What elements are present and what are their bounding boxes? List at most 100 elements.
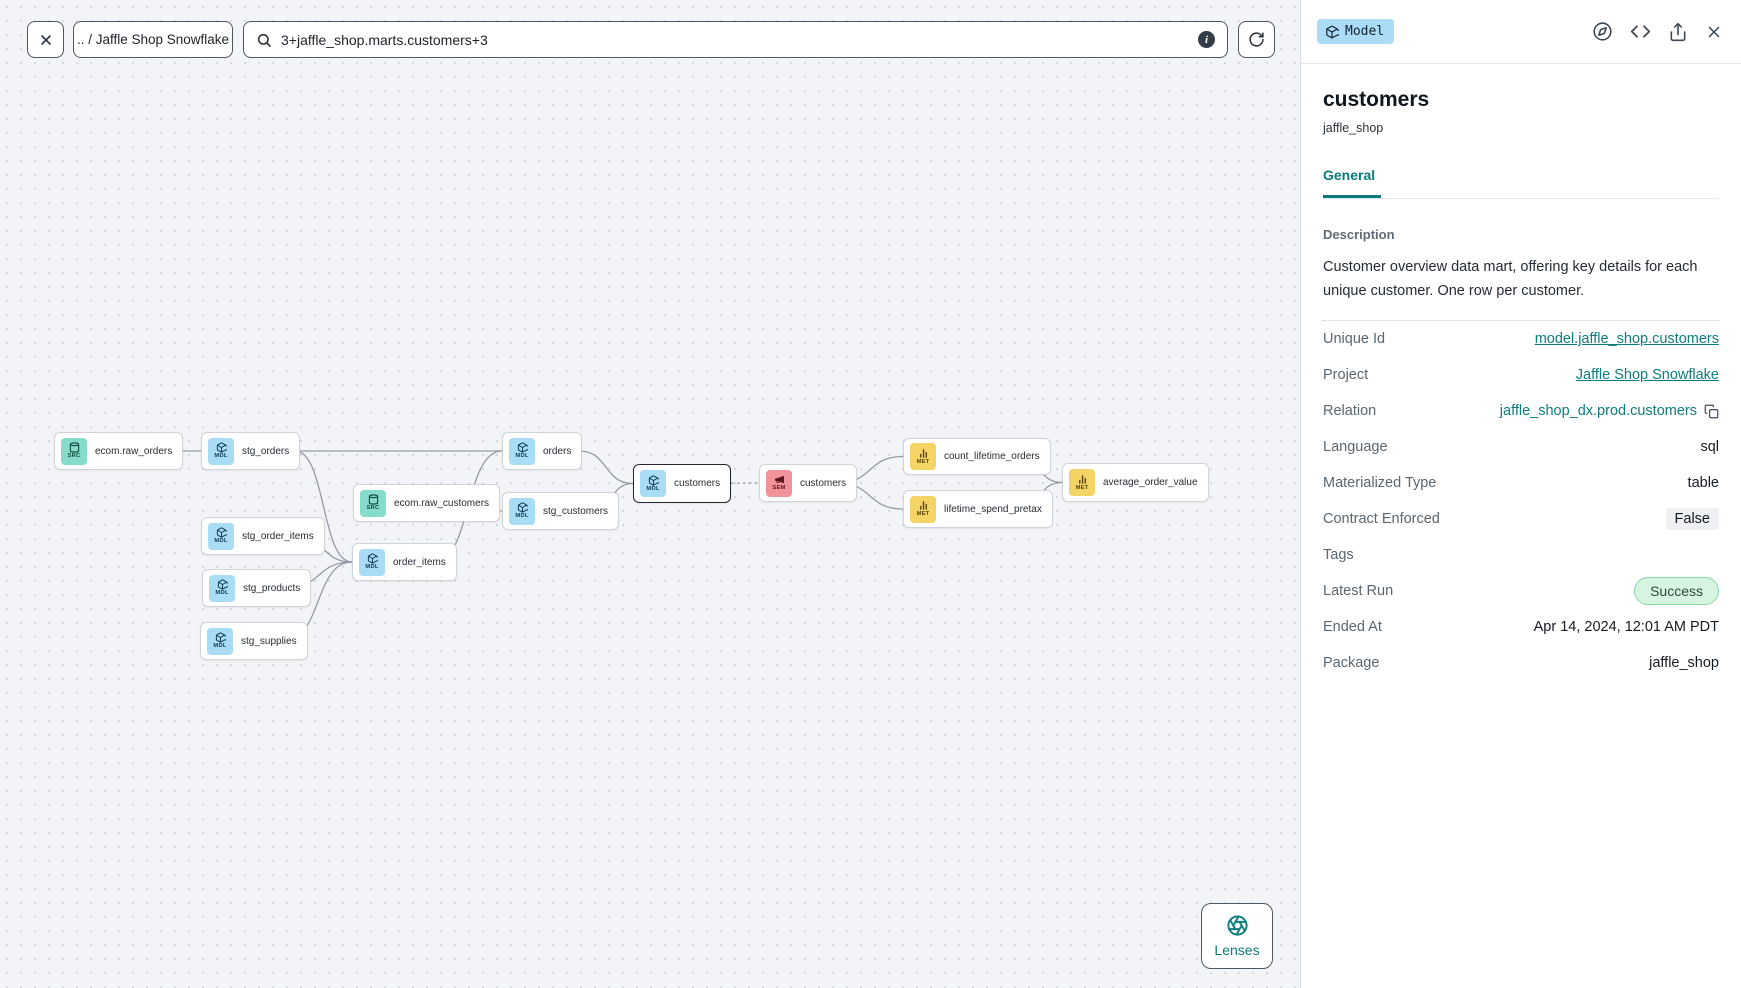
package-subtitle: jaffle_shop xyxy=(1323,121,1384,135)
field-label-language: Language xyxy=(1323,439,1388,455)
edge-orders-to-customers_model xyxy=(578,450,634,485)
graph-node-stg_supplies[interactable]: MDL stg_supplies xyxy=(200,622,308,660)
refresh-lineage-button[interactable] xyxy=(1238,21,1275,58)
info-icon[interactable]: i xyxy=(1198,31,1215,48)
graph-node-stg_orders[interactable]: MDL stg_orders xyxy=(201,432,301,470)
bar-chart-badge: MET xyxy=(910,495,936,523)
graph-node-customers_semantic[interactable]: SEM customers xyxy=(759,464,858,502)
field-row-language: Language sql xyxy=(1323,429,1719,465)
cube-badge: MDL xyxy=(208,522,234,550)
field-row-package: Package jaffle_shop xyxy=(1323,645,1719,681)
graph-node-lifetime_spend_pretax[interactable]: MET lifetime_spend_pretax xyxy=(903,490,1053,528)
lineage-selector-form[interactable]: i xyxy=(243,21,1228,58)
field-label-package: Package xyxy=(1323,655,1380,671)
node-label: ecom.raw_orders xyxy=(95,445,173,457)
node-label: average_order_value xyxy=(1103,477,1198,488)
field-value-relation: jaffle_shop_dx.prod.customers xyxy=(1499,403,1697,419)
field-label-relation: Relation xyxy=(1323,403,1377,419)
share-icon xyxy=(1670,22,1686,41)
graph-node-ecom_raw_customers[interactable]: SRC ecom.raw_customers xyxy=(353,484,501,522)
cube-icon xyxy=(517,442,528,453)
database-badge: SRC xyxy=(360,489,386,517)
field-row-project: Project Jaffle Shop Snowflake xyxy=(1323,357,1719,393)
bar-chart-icon xyxy=(1077,474,1088,485)
field-value-ended-at: Apr 14, 2024, 12:01 AM PDT xyxy=(1533,619,1719,635)
field-label-contract-enforced: Contract Enforced xyxy=(1323,511,1440,527)
field-row-ended-at: Ended At Apr 14, 2024, 12:01 AM PDT xyxy=(1323,609,1719,645)
close-lineage-button[interactable] xyxy=(27,21,64,58)
lenses-aperture-icon xyxy=(1226,915,1248,936)
megaphone-badge: SEM xyxy=(766,469,792,497)
explore-button[interactable] xyxy=(1592,21,1613,42)
graph-node-orders[interactable]: MDL orders xyxy=(502,432,583,470)
resource-type-label: Model xyxy=(1345,24,1385,39)
node-label: customers xyxy=(800,477,847,489)
node-type-abbr: MDL xyxy=(365,564,379,571)
close-icon xyxy=(1708,26,1720,37)
node-type-abbr: SRC xyxy=(366,505,380,512)
tab-general[interactable]: General xyxy=(1323,167,1382,198)
graph-node-stg_customers[interactable]: MDL stg_customers xyxy=(502,492,620,530)
lenses-label: Lenses xyxy=(1214,942,1260,958)
lineage-canvas[interactable]: SRC ecom.raw_orders MDL stg_orders SRC ecom.r… xyxy=(0,0,1300,988)
field-value-language: sql xyxy=(1700,439,1719,455)
page-title: customers xyxy=(1323,88,1430,111)
field-value-wrap-relation: jaffle_shop_dx.prod.customers xyxy=(1500,403,1719,419)
field-row-unique-id: Unique Id model.jaffle_shop.customers xyxy=(1323,321,1719,357)
close-icon xyxy=(40,34,51,45)
field-row-contract-enforced: Contract Enforced False xyxy=(1323,501,1719,537)
node-label: lifetime_spend_pretax xyxy=(944,503,1042,515)
code-icon xyxy=(1630,25,1651,38)
bar-chart-icon xyxy=(918,500,929,511)
cube-badge: MDL xyxy=(359,548,385,576)
graph-node-average_order_value[interactable]: MET average_order_value xyxy=(1062,463,1209,502)
graph-node-stg_order_items[interactable]: MDL stg_order_items xyxy=(201,517,325,555)
field-value-project[interactable]: Jaffle Shop Snowflake xyxy=(1575,367,1719,383)
node-type-abbr: MDL xyxy=(515,453,529,460)
node-label: orders xyxy=(543,445,572,457)
cube-icon xyxy=(216,442,227,453)
field-row-tags: Tags xyxy=(1323,537,1719,573)
field-row-latest-run: Latest Run Success xyxy=(1323,573,1719,609)
node-type-abbr: MDL xyxy=(646,485,660,492)
graph-node-ecom_raw_orders[interactable]: SRC ecom.raw_orders xyxy=(54,432,184,470)
details-panel-header: Model xyxy=(1301,0,1741,64)
field-value-latest-run[interactable]: Success xyxy=(1634,577,1719,605)
field-value-unique-id[interactable]: model.jaffle_shop.customers xyxy=(1534,331,1719,347)
lineage-selector-input[interactable] xyxy=(281,31,1189,48)
lenses-button[interactable]: Lenses xyxy=(1201,903,1273,969)
cube-icon xyxy=(648,475,659,486)
field-label-materialized-type: Materialized Type xyxy=(1323,475,1437,491)
search-icon xyxy=(257,33,271,47)
field-row-materialized-type: Materialized Type table xyxy=(1323,465,1719,501)
graph-node-customers_model[interactable]: MDL customers xyxy=(633,464,732,503)
refresh-icon xyxy=(1249,32,1264,47)
node-type-abbr: MET xyxy=(916,511,930,518)
bar-chart-badge: MET xyxy=(1069,469,1095,496)
graph-node-stg_products[interactable]: MDL stg_products xyxy=(202,569,312,607)
breadcrumb[interactable]: .. / Jaffle Shop Snowflake xyxy=(73,21,233,58)
graph-node-order_items[interactable]: MDL order_items xyxy=(352,543,457,581)
resource-type-badge: Model xyxy=(1317,19,1395,44)
share-button[interactable] xyxy=(1668,22,1688,42)
cube-badge: MDL xyxy=(209,574,235,602)
node-label: stg_supplies xyxy=(241,635,297,647)
field-label-unique-id: Unique Id xyxy=(1323,331,1386,347)
close-panel-button[interactable] xyxy=(1705,23,1723,41)
graph-node-count_lifetime_orders[interactable]: MET count_lifetime_orders xyxy=(903,438,1051,475)
node-type-abbr: SRC xyxy=(67,453,81,460)
field-value-package: jaffle_shop xyxy=(1649,655,1719,671)
field-label-latest-run: Latest Run xyxy=(1323,583,1394,599)
details-panel: Model customers jaffle_shop General Desc… xyxy=(1300,0,1741,988)
cube-icon xyxy=(367,553,378,564)
bar-chart-icon xyxy=(918,448,929,459)
node-label: count_lifetime_orders xyxy=(944,451,1040,462)
cube-icon xyxy=(517,502,528,513)
copy-icon[interactable] xyxy=(1704,404,1719,419)
view-code-button[interactable] xyxy=(1630,21,1651,42)
cube-icon xyxy=(1326,25,1339,38)
node-label: customers xyxy=(674,478,721,489)
breadcrumb-label: .. / Jaffle Shop Snowflake xyxy=(76,32,230,47)
cube-badge: MDL xyxy=(640,470,666,497)
cube-icon xyxy=(217,579,228,590)
